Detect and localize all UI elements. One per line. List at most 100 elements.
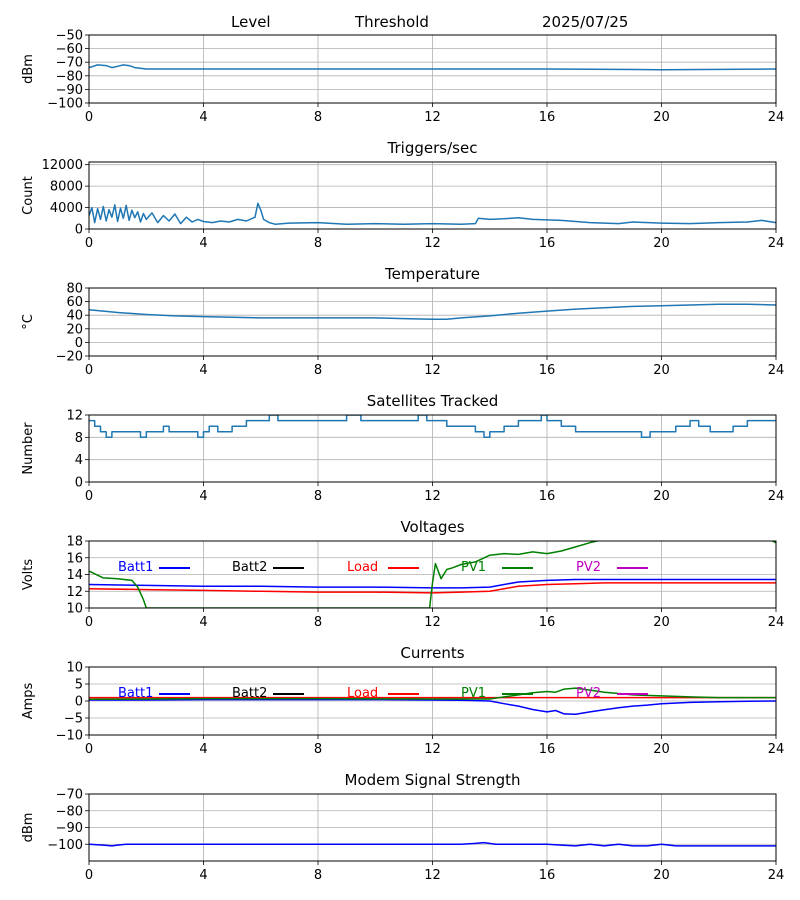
legend-label-2: Load [347,560,378,575]
tick-label-x-4: 16 [539,363,556,378]
tick-label-x-2: 8 [314,615,322,630]
tick-label-x-6: 24 [768,363,785,378]
legend-label-3: PV1 [461,686,486,701]
tick-label-y-1: −5 [64,712,83,727]
header-date: 2025/07/25 [542,13,628,31]
plot-frame [88,793,777,862]
tick-label-x-6: 24 [768,236,785,251]
tick-label-y-2: 8000 [50,180,83,195]
tick-label-y-0: 10 [66,602,83,617]
tick-label-x-0: 0 [85,363,93,378]
series-line-0 [89,303,776,321]
tick-label-y-2: 0 [75,695,83,710]
chart-title: Modem Signal Strength [345,771,521,789]
tick-label-x-1: 4 [199,615,207,630]
series-line-0 [89,64,776,71]
tick-label-x-1: 4 [199,110,207,125]
tick-label-x-1: 4 [199,742,207,757]
tick-label-y-1: 4 [75,453,83,468]
tick-label-x-2: 8 [314,363,322,378]
tick-label-y-0: −100 [47,97,83,112]
tick-label-y-0: 0 [75,223,83,238]
tick-label-x-6: 24 [768,742,785,757]
tick-label-y-1: 12 [66,585,83,600]
tick-label-x-4: 16 [539,615,556,630]
tick-label-y-1: −90 [56,83,83,98]
plot-frame [88,161,777,230]
tick-label-x-4: 16 [539,110,556,125]
tick-label-x-1: 4 [199,236,207,251]
y-axis-label: Volts [21,559,36,591]
tick-label-y-3: 12000 [42,158,83,173]
header-threshold: Threshold [354,13,429,31]
tick-label-x-5: 20 [653,868,670,883]
tick-label-y-3: 16 [66,551,83,566]
header-level: Level [231,13,271,31]
tick-label-x-1: 4 [199,489,207,504]
legend-label-4: PV2 [576,560,601,575]
legend-label-0: Batt1 [118,560,153,575]
tick-label-x-2: 8 [314,742,322,757]
tick-label-x-1: 4 [199,868,207,883]
tick-label-y-2: 8 [75,431,83,446]
tick-label-x-2: 8 [314,110,322,125]
legend-label-1: Batt2 [232,560,267,575]
tick-label-y-1: −90 [56,821,83,836]
y-axis-label: dBm [21,54,36,84]
tick-label-y-4: −60 [56,42,83,57]
tick-label-x-5: 20 [653,742,670,757]
y-axis-label: °C [21,314,36,330]
plot-frame [88,414,777,483]
y-axis-label: Count [21,176,36,215]
tick-label-y-3: 5 [75,678,83,693]
tick-label-x-2: 8 [314,236,322,251]
tick-label-y-5: −50 [56,29,83,44]
tick-label-x-0: 0 [85,110,93,125]
tick-label-x-1: 4 [199,363,207,378]
tick-label-y-4: 18 [66,535,83,550]
tick-label-x-3: 12 [424,489,441,504]
chart-panel-3: 0 4 8 12 16 20 24 0 4 8 12 Satellites Tracked Number [21,392,784,504]
tick-label-x-0: 0 [85,236,93,251]
series-line-0 [89,698,776,716]
tick-label-y-1: 4000 [50,201,83,216]
tick-label-x-2: 8 [314,489,322,504]
series-line-3 [89,541,776,608]
tick-label-x-0: 0 [85,868,93,883]
chart-title: Currents [400,644,464,662]
chart-panel-1: 0 4 8 12 16 20 24 0 4000 8000 12000 Triggers/sec Cou… [21,139,784,251]
tick-label-x-3: 12 [424,615,441,630]
tick-label-x-0: 0 [85,615,93,630]
tick-label-x-4: 16 [539,742,556,757]
tick-label-y-0: −10 [56,729,83,744]
tick-label-x-5: 20 [653,363,670,378]
tick-label-y-0: −20 [56,350,83,365]
chart-panel-6: 0 4 8 12 16 20 24 −100 −90 −80−70 Modem Signal Str… [21,771,784,883]
tick-label-x-5: 20 [653,615,670,630]
plot-frame [88,287,777,357]
tick-label-x-0: 0 [85,742,93,757]
tick-label-y-4: 60 [66,295,83,310]
series-line-0 [89,202,776,225]
y-axis-label: Amps [21,682,36,719]
legend-label-0: Batt1 [118,686,153,701]
tick-label-y-0: −100 [47,838,83,853]
y-axis-label: dBm [21,813,36,843]
tick-label-y-2: 20 [66,322,83,337]
chart-title: Satellites Tracked [367,392,498,410]
legend-label-2: Load [347,686,378,701]
chart-title: Triggers/sec [387,139,478,157]
tick-label-y-3: −70 [56,788,83,803]
tick-label-x-3: 12 [424,868,441,883]
tick-label-x-2: 8 [314,868,322,883]
tick-label-y-1: 0 [75,336,83,351]
series-line-0 [89,841,776,847]
tick-label-y-2: 14 [66,568,83,583]
tick-label-x-4: 16 [539,489,556,504]
tick-label-x-6: 24 [768,110,785,125]
tick-label-y-3: 40 [66,309,83,324]
legend-label-1: Batt2 [232,686,267,701]
tick-label-y-4: 10 [66,661,83,676]
tick-label-x-3: 12 [424,742,441,757]
